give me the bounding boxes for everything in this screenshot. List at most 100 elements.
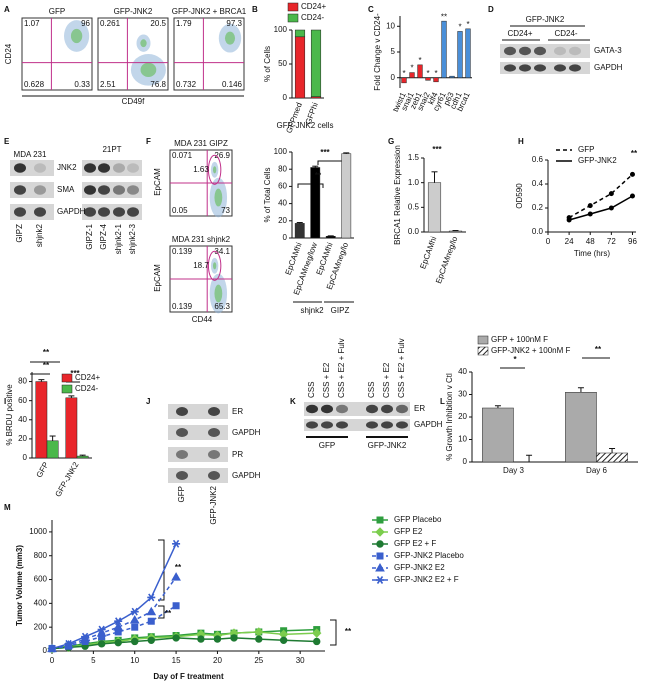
annotation: ** xyxy=(43,361,50,370)
quadrant-value: 0.628 xyxy=(24,80,45,89)
annotation: ** xyxy=(175,563,182,572)
lane-label: CSS + E2 xyxy=(382,362,391,398)
lane-label: shjnk2-1 xyxy=(114,223,123,254)
x-tick-label: 5 xyxy=(91,656,96,665)
lane-label: CSS xyxy=(307,382,316,398)
band xyxy=(127,207,139,217)
bar xyxy=(457,31,463,78)
bar xyxy=(433,77,439,83)
annotation: * xyxy=(513,355,517,364)
lane-label: CSS + E2 + Fulv xyxy=(337,338,346,398)
x-tick-label: Day 3 xyxy=(503,466,524,475)
marker xyxy=(146,606,157,616)
bar xyxy=(448,230,463,233)
marker xyxy=(587,211,593,217)
legend-label: GFP-JNK2 E2 xyxy=(394,563,445,572)
bar xyxy=(401,77,407,84)
lane-label: GFP-JNK2 xyxy=(209,485,218,524)
axis-label: CD24 xyxy=(4,43,13,64)
quadrant-value: 0.05 xyxy=(172,206,188,215)
band xyxy=(336,421,348,429)
annotation: * xyxy=(426,69,429,78)
band xyxy=(366,421,378,429)
band xyxy=(306,404,318,414)
marker xyxy=(130,607,139,616)
bar xyxy=(294,29,306,38)
quadrant-value: 0.33 xyxy=(74,80,90,89)
marker xyxy=(64,639,73,648)
panel-label: F xyxy=(146,137,151,146)
bar xyxy=(482,407,514,463)
series-line xyxy=(51,543,177,650)
band xyxy=(98,163,110,173)
row-label: JNK2 xyxy=(57,163,77,172)
band xyxy=(208,407,220,416)
y-tick-label: 0 xyxy=(23,453,28,462)
band xyxy=(176,428,188,437)
bar xyxy=(427,182,442,233)
marker xyxy=(608,191,614,197)
cell-cloud-core xyxy=(140,39,147,48)
panel-label: M xyxy=(4,503,11,512)
row-label: GATA-3 xyxy=(594,46,622,55)
flow-title: GFP-JNK2 + BRCA1 xyxy=(172,7,247,16)
band xyxy=(14,207,26,217)
row-label: SMA xyxy=(57,185,75,194)
legend-label: CD24+ xyxy=(75,373,100,382)
marker xyxy=(376,516,384,524)
marker xyxy=(312,628,322,638)
x-tick-label: EpCAMneg/lo xyxy=(434,235,460,285)
band xyxy=(113,207,125,217)
marker xyxy=(97,625,106,634)
x-tick-label: 72 xyxy=(607,237,616,246)
marker xyxy=(230,634,238,642)
band xyxy=(113,185,125,195)
group-label: GFP xyxy=(319,441,335,450)
quadrant-value: 20.5 xyxy=(150,19,166,28)
cell-cloud-core xyxy=(212,166,217,174)
band xyxy=(569,46,581,56)
y-tick-label: 0.0 xyxy=(532,227,544,236)
marker xyxy=(255,635,263,643)
marker xyxy=(279,636,288,644)
y-tick-label: 40 xyxy=(458,367,467,376)
gate-value: 1.63 xyxy=(193,165,209,174)
legend-label: GFP-JNK2 Placebo xyxy=(394,551,464,560)
marker xyxy=(147,636,155,644)
flow-plot xyxy=(21,17,93,91)
y-tick-label: 50 xyxy=(278,59,287,68)
band xyxy=(14,163,26,173)
y-tick-label: 0 xyxy=(463,457,468,466)
band xyxy=(208,471,220,480)
legend-swatch xyxy=(287,13,299,23)
band xyxy=(534,64,546,72)
bar xyxy=(294,223,305,239)
band xyxy=(176,407,188,416)
annotation: * xyxy=(410,64,413,73)
annotation: ** xyxy=(345,627,352,636)
band xyxy=(113,163,125,173)
series-line xyxy=(568,173,633,219)
row-label: ER xyxy=(414,404,425,413)
x-tick-label: 0 xyxy=(50,656,55,665)
band xyxy=(34,163,46,173)
quadrant-value: 65.3 xyxy=(214,302,230,311)
quadrant-value: 0.261 xyxy=(100,19,121,28)
band xyxy=(381,421,393,429)
flow-title: MDA 231 shjnk2 xyxy=(172,235,231,244)
quadrant-value: 96 xyxy=(81,19,90,28)
quadrant-value: 1.79 xyxy=(176,19,192,28)
band xyxy=(554,64,566,72)
panel-label: H xyxy=(518,137,524,146)
cell-cloud-core xyxy=(214,284,223,303)
cell-cloud-core xyxy=(140,62,157,77)
marker xyxy=(629,193,635,199)
row-label: GAPDH xyxy=(232,471,261,480)
marker xyxy=(113,622,124,631)
legend-label: GFP E2 xyxy=(394,527,423,536)
quadrant-value: 26.9 xyxy=(214,151,230,160)
lane-label: CSS + E2 + Fulv xyxy=(397,338,406,398)
band xyxy=(306,421,318,429)
band xyxy=(534,46,546,56)
band xyxy=(504,64,516,72)
